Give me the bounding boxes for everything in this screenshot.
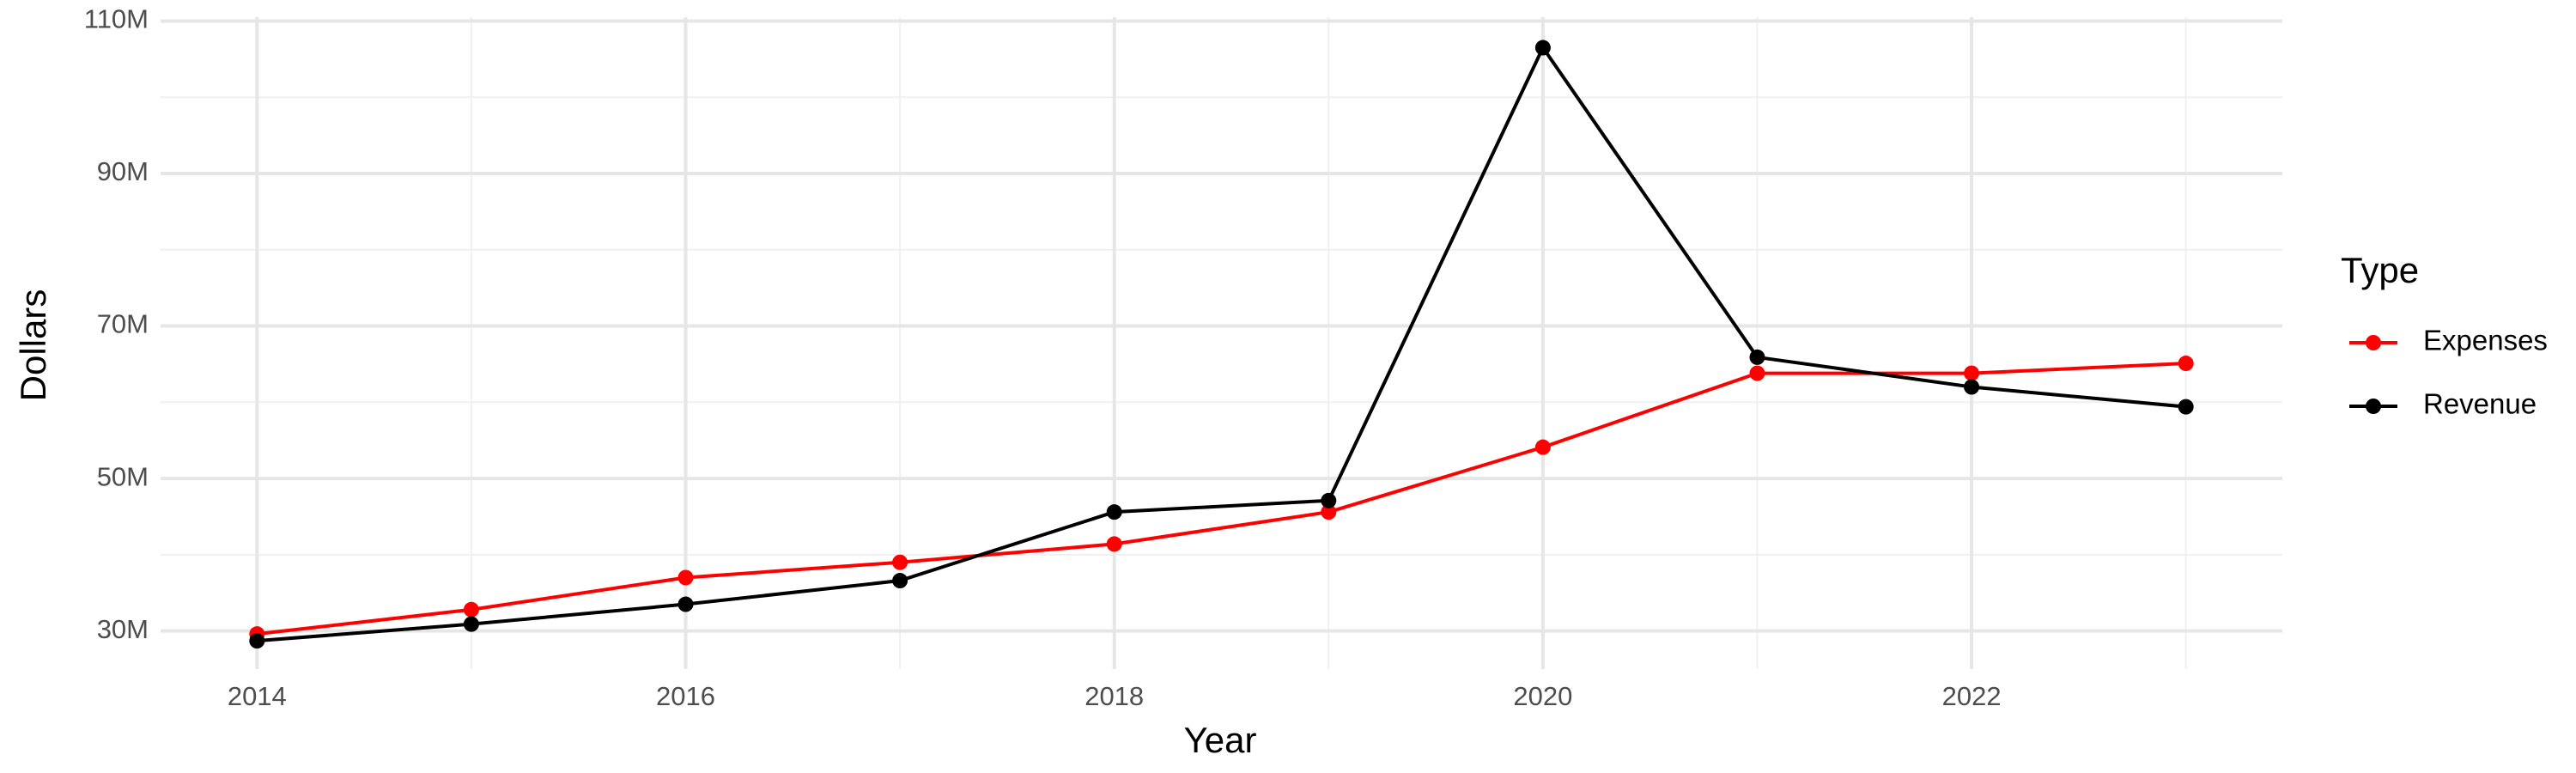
y-tick-label: 90M [97, 156, 149, 186]
data-point [1106, 536, 1122, 552]
data-point [2178, 399, 2194, 415]
data-point [1964, 379, 1980, 395]
data-point [892, 573, 908, 589]
data-point [2178, 356, 2194, 372]
data-point [677, 569, 694, 586]
data-point [1749, 365, 1765, 381]
legend-key-point [2366, 335, 2381, 350]
x-tick-label: 2016 [656, 681, 715, 711]
data-point [1964, 365, 1980, 381]
series-line [257, 44, 2186, 643]
y-tick-label: 110M [84, 4, 149, 34]
x-tick-label: 2014 [228, 681, 287, 711]
legend-title: Type [2341, 250, 2419, 290]
x-tick-label: 2022 [1942, 681, 2002, 711]
data-point [892, 554, 908, 570]
y-tick-label: 30M [97, 614, 149, 644]
x-tick-label: 2020 [1513, 681, 1572, 711]
legend-label: Revenue [2423, 388, 2537, 420]
series-line [257, 362, 2186, 636]
data-point [1534, 439, 1551, 455]
x-axis-title: Year [1184, 720, 1257, 760]
data-point [249, 633, 265, 649]
legend-key-point [2366, 399, 2381, 414]
data-point [1534, 40, 1551, 56]
data-point [1749, 349, 1765, 365]
x-tick-label: 2018 [1084, 681, 1144, 711]
y-axis-title: Dollars [13, 289, 53, 402]
y-tick-label: 70M [97, 309, 149, 339]
data-point [1321, 504, 1337, 520]
data-point [463, 601, 479, 618]
data-point [1106, 504, 1122, 520]
data-point [463, 616, 479, 632]
data-point [1321, 492, 1337, 508]
legend-label: Expenses [2423, 325, 2548, 356]
y-tick-label: 50M [97, 461, 149, 491]
data-point [677, 596, 694, 612]
